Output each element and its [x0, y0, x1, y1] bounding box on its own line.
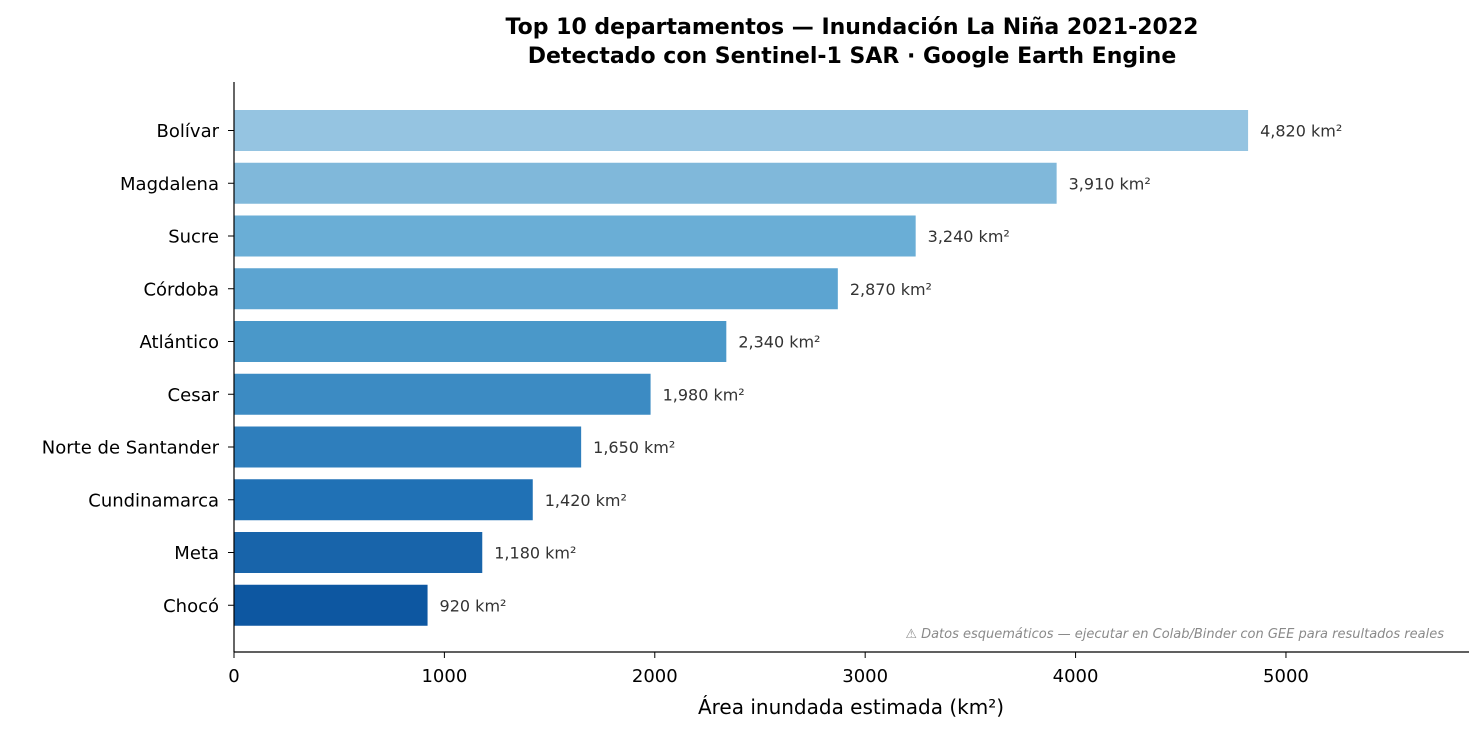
x-tick-label: 1000	[421, 666, 467, 687]
y-tick-label: Chocó	[163, 596, 219, 617]
y-tick-label: Meta	[174, 543, 219, 564]
bar	[234, 426, 582, 468]
x-tick-label: 3000	[842, 666, 888, 687]
bar-value-label: 2,870 km²	[850, 280, 932, 299]
bar-value-label: 920 km²	[440, 596, 507, 615]
bar-value-label: 3,240 km²	[928, 227, 1010, 246]
y-tick-label: Norte de Santander	[42, 438, 220, 459]
bar	[234, 532, 483, 573]
y-tick-label: Córdoba	[143, 279, 219, 300]
chart-subtitle: Detectado con Sentinel-1 SAR · Google Ea…	[528, 44, 1177, 69]
bar	[234, 215, 916, 257]
bar	[234, 110, 1249, 151]
y-tick-label: Atlántico	[140, 332, 219, 353]
bar-value-label: 4,820 km²	[1260, 122, 1342, 141]
y-tick-label: Cesar	[168, 385, 220, 406]
y-tick-label: Bolívar	[157, 121, 220, 142]
x-axis-label: Área inundada estimada (km²)	[698, 695, 1004, 719]
bar-value-label: 1,980 km²	[663, 385, 745, 404]
y-tick-label: Cundinamarca	[88, 490, 219, 511]
bar-value-label: 3,910 km²	[1069, 174, 1151, 193]
y-tick-label: Magdalena	[120, 174, 219, 195]
bar-value-label: 2,340 km²	[738, 333, 820, 352]
x-tick-label: 0	[228, 666, 239, 687]
disclaimer-note: ⚠ Datos esquemáticos — ejecutar en Colab…	[905, 627, 1444, 642]
bar	[234, 162, 1057, 204]
bar	[234, 321, 727, 362]
bar-value-label: 1,180 km²	[494, 544, 576, 563]
bar-value-label: 1,650 km²	[593, 438, 675, 457]
bar	[234, 584, 428, 626]
x-tick-label: 5000	[1263, 666, 1309, 687]
bar	[234, 373, 651, 415]
bar	[234, 479, 533, 521]
x-tick-label: 4000	[1053, 666, 1099, 687]
bar	[234, 268, 838, 310]
x-tick-label: 2000	[632, 666, 678, 687]
chart-title: Top 10 departamentos — Inundación La Niñ…	[506, 15, 1199, 40]
y-tick-label: Sucre	[168, 227, 219, 248]
bar-value-label: 1,420 km²	[545, 491, 627, 510]
